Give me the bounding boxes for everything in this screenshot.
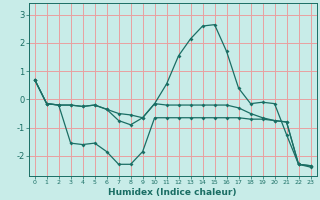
X-axis label: Humidex (Indice chaleur): Humidex (Indice chaleur) <box>108 188 237 197</box>
